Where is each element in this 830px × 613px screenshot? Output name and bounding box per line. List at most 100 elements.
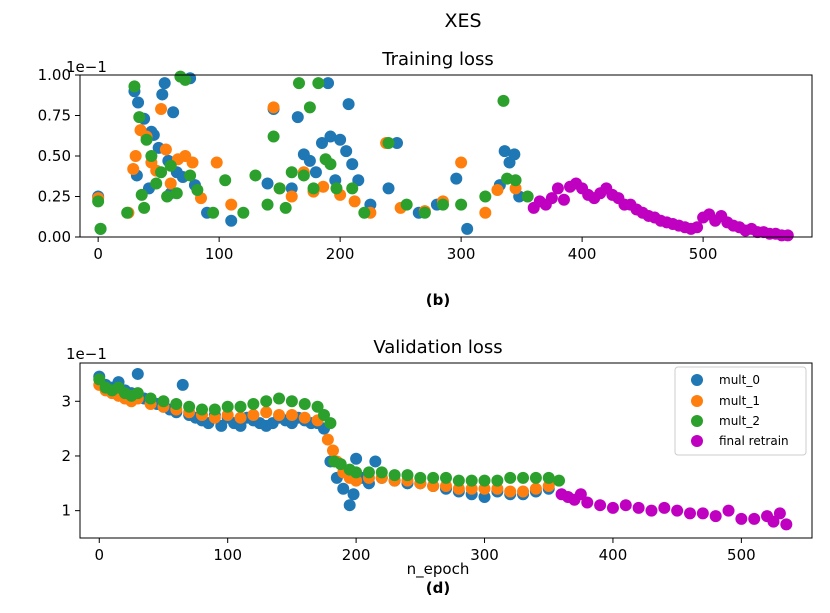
validation-point-mult_1 — [221, 408, 234, 421]
training-point-mult_2 — [191, 184, 204, 197]
training-point-mult_2 — [94, 222, 107, 235]
validation-point-final-retrain — [632, 501, 645, 514]
legend-label-mult-2: mult_2 — [719, 414, 760, 428]
validation-point-mult_2 — [144, 392, 157, 405]
validation-point-mult_1 — [504, 485, 517, 498]
training-point-mult_2 — [521, 190, 534, 203]
validation-point-mult_1 — [491, 482, 504, 495]
training-point-mult_1 — [159, 143, 172, 156]
validation-point-mult_0 — [234, 419, 247, 432]
legend-marker-mult-2 — [691, 415, 703, 427]
legend-frame — [674, 366, 807, 456]
training-point-mult_1 — [155, 103, 168, 116]
validation-xtick-label: 400 — [599, 546, 628, 564]
training-point-mult_0 — [340, 145, 353, 158]
training-point-mult_2 — [138, 201, 151, 214]
training-ytick-label: 0.50 — [38, 147, 71, 165]
training-point-mult_0 — [158, 77, 171, 90]
training-point-mult_2 — [161, 190, 174, 203]
validation-point-mult_2 — [221, 400, 234, 413]
training-point-final-retrain — [557, 193, 570, 206]
validation-point-mult_2 — [517, 471, 530, 484]
training-point-mult_2 — [285, 166, 298, 179]
validation-axes-frame — [79, 362, 813, 539]
validation-point-final-retrain — [671, 504, 684, 517]
validation-point-mult_0 — [337, 482, 350, 495]
training-ticks: 0 100 200 300 400 500 0.00 0.25 0.50 0.75 1.00 — [38, 66, 718, 263]
training-point-mult_2 — [358, 206, 371, 219]
training-point-mult_2 — [479, 190, 492, 203]
validation-xtick-label: 200 — [342, 546, 371, 564]
validation-point-mult_0 — [350, 452, 363, 465]
validation-point-mult_1 — [452, 482, 465, 495]
validation-point-mult_2 — [542, 471, 555, 484]
training-point-mult_2 — [150, 177, 163, 190]
validation-point-mult_1 — [517, 485, 530, 498]
training-point-mult_2 — [133, 111, 146, 124]
validation-point-final-retrain — [594, 499, 607, 512]
training-point-mult_0 — [261, 177, 274, 190]
training-point-mult_2 — [128, 80, 141, 93]
training-point-mult_2 — [219, 174, 232, 187]
training-point-mult_2 — [400, 198, 413, 211]
training-point-mult_2 — [418, 206, 431, 219]
validation-point-mult_2 — [414, 471, 427, 484]
training-point-mult_0 — [303, 154, 316, 167]
validation-point-final-retrain — [606, 501, 619, 514]
validation-point-mult_2 — [491, 474, 504, 487]
training-point-mult_0 — [508, 148, 521, 161]
validation-point-mult_1 — [529, 482, 542, 495]
validation-point-mult_2 — [234, 400, 247, 413]
training-ytick-label: 0.25 — [38, 188, 71, 206]
validation-point-mult_2 — [273, 392, 286, 405]
training-caption: (b) — [426, 291, 450, 309]
validation-point-mult_2 — [452, 474, 465, 487]
legend: mult_0 mult_1 mult_2 final retrain — [674, 366, 807, 456]
training-point-mult_2 — [297, 169, 310, 182]
training-point-mult_2 — [382, 137, 395, 150]
validation-point-mult_2 — [260, 395, 273, 408]
validation-point-mult_2 — [465, 474, 478, 487]
training-point-mult_2 — [267, 130, 280, 143]
validation-point-mult_0 — [176, 378, 189, 391]
validation-point-mult_2 — [318, 408, 330, 421]
training-point-mult_1 — [210, 156, 223, 169]
validation-ytick-label: 3 — [61, 392, 71, 410]
training-point-mult_2 — [121, 206, 134, 219]
training-ytick-label: 1.00 — [38, 66, 71, 84]
training-point-final-retrain — [691, 221, 704, 234]
validation-point-mult_1 — [478, 482, 491, 495]
training-point-mult_0 — [346, 158, 359, 171]
training-point-mult_0 — [324, 130, 337, 143]
legend-marker-final-retrain — [691, 435, 703, 447]
figure-title: XES — [444, 10, 481, 32]
validation-xtick-label: 300 — [470, 546, 499, 564]
training-point-mult_1 — [164, 177, 177, 190]
validation-ticks: 0 100 200 300 400 500 1 2 3 — [61, 392, 755, 564]
training-xtick-label: 200 — [326, 245, 355, 263]
validation-point-mult_1 — [465, 482, 478, 495]
validation-point-mult_2 — [247, 398, 260, 411]
training-point-mult_0 — [315, 137, 328, 150]
training-point-mult_0 — [167, 106, 180, 119]
training-xtick-label: 0 — [93, 245, 103, 263]
validation-point-mult_1 — [208, 411, 221, 424]
validation-point-mult_2 — [478, 474, 491, 487]
validation-point-mult_1 — [234, 411, 247, 424]
validation-point-mult_2 — [93, 373, 106, 386]
training-offset-label: 1e−1 — [66, 58, 107, 76]
training-point-mult_2 — [346, 182, 359, 195]
training-loss-title: Training loss — [381, 49, 494, 70]
validation-point-mult_0 — [343, 499, 356, 512]
training-point-mult_2 — [509, 174, 522, 187]
training-xtick-label: 400 — [568, 245, 597, 263]
validation-point-final-retrain — [709, 510, 722, 523]
validation-point-final-retrain — [684, 507, 696, 520]
training-point-mult_1 — [225, 198, 238, 211]
training-point-mult_2 — [436, 198, 449, 211]
validation-point-final-retrain — [735, 512, 748, 525]
training-plot — [92, 70, 794, 242]
validation-point-mult_1 — [440, 480, 452, 493]
validation-ytick-label: 2 — [61, 447, 71, 465]
training-point-mult_2 — [324, 158, 337, 171]
